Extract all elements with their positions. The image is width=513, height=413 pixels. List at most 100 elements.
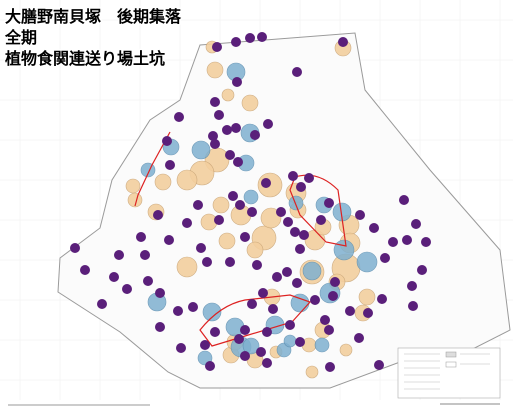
- tan-pit: [339, 343, 353, 357]
- purple-dots: [70, 32, 431, 372]
- tan-pit: [358, 288, 376, 306]
- tan-pit: [218, 232, 236, 250]
- purple-dot: [354, 333, 364, 343]
- purple-dot: [182, 218, 192, 228]
- purple-dot: [345, 306, 355, 316]
- purple-dot: [262, 327, 272, 337]
- purple-dot: [328, 291, 338, 301]
- purple-dot: [164, 235, 174, 245]
- tan-pit: [260, 207, 282, 229]
- blue-pit: [202, 302, 222, 322]
- purple-dot: [235, 200, 245, 210]
- purple-dot: [208, 131, 218, 141]
- purple-dot: [338, 37, 348, 47]
- tan-pit: [176, 169, 198, 191]
- purple-dot: [374, 360, 384, 370]
- blue-pit: [288, 195, 304, 211]
- purple-dot: [210, 139, 220, 149]
- purple-dot: [261, 178, 271, 188]
- purple-dot: [240, 351, 250, 361]
- purple-dot: [214, 110, 224, 120]
- purple-dot: [247, 207, 257, 217]
- purple-dot: [299, 230, 309, 240]
- purple-dot: [283, 217, 293, 227]
- purple-dot: [388, 237, 398, 247]
- purple-dot: [136, 232, 146, 242]
- legend-box: [397, 347, 501, 399]
- blue-pit: [356, 251, 378, 273]
- purple-dot: [258, 288, 268, 298]
- purple-dot: [232, 77, 242, 87]
- purple-dot: [262, 358, 272, 368]
- purple-dot: [285, 320, 295, 330]
- purple-dot: [80, 265, 90, 275]
- purple-dot: [165, 160, 175, 170]
- purple-dot: [324, 325, 334, 335]
- purple-dot: [421, 237, 431, 247]
- blue-pit: [314, 337, 330, 353]
- purple-dot: [231, 37, 241, 47]
- purple-dot: [109, 272, 119, 282]
- purple-dot: [143, 276, 153, 286]
- purple-dot: [155, 322, 165, 332]
- purple-dot: [140, 250, 150, 260]
- tan-pit: [206, 61, 224, 79]
- purple-dot: [256, 347, 266, 357]
- red-outline: [134, 131, 171, 207]
- purple-dot: [324, 198, 334, 208]
- purple-dot: [200, 340, 210, 350]
- legend: [397, 347, 501, 399]
- purple-dot: [228, 191, 238, 201]
- tan-pit: [212, 196, 230, 214]
- purple-dot: [288, 171, 298, 181]
- purple-dot: [97, 299, 107, 309]
- tan-pit: [154, 173, 172, 191]
- purple-dot: [225, 257, 235, 267]
- purple-dot: [231, 123, 241, 133]
- purple-dot: [272, 272, 282, 282]
- purple-dot: [196, 243, 206, 253]
- blue-pit: [283, 334, 297, 348]
- purple-dot: [408, 301, 418, 311]
- purple-dot: [176, 343, 186, 353]
- purple-dot: [320, 315, 330, 325]
- blue-pit: [333, 239, 355, 261]
- purple-dot: [325, 362, 335, 372]
- purple-dot: [402, 235, 412, 245]
- purple-dot: [212, 42, 222, 52]
- purple-dot: [70, 243, 80, 253]
- purple-dot: [363, 308, 373, 318]
- title-line: 全期: [4, 28, 37, 47]
- purple-dot: [210, 327, 220, 337]
- purple-dot: [240, 325, 250, 335]
- purple-dot: [174, 112, 184, 122]
- tan-pit: [176, 256, 198, 278]
- purple-dot: [355, 210, 365, 220]
- purple-dot: [247, 299, 257, 309]
- blue-pit: [302, 261, 322, 281]
- purple-dot: [173, 306, 183, 316]
- purple-dot: [268, 304, 278, 314]
- legend-swatch: [445, 351, 457, 358]
- purple-dot: [411, 219, 421, 229]
- purple-dot: [417, 265, 427, 275]
- purple-dot: [263, 119, 273, 129]
- purple-dot: [162, 136, 172, 146]
- purple-dot: [282, 267, 292, 277]
- red-outline: [289, 174, 347, 247]
- purple-dot: [399, 195, 409, 205]
- purple-dot: [292, 278, 302, 288]
- purple-dot: [155, 288, 165, 298]
- purple-dot: [202, 257, 212, 267]
- purple-dot: [222, 125, 232, 135]
- purple-dot: [304, 173, 314, 183]
- purple-dot: [252, 260, 262, 270]
- purple-dot: [234, 334, 244, 344]
- purple-dot: [407, 281, 417, 291]
- purple-dot: [214, 215, 224, 225]
- title-line: 大膳野南貝塚 後期集落: [5, 7, 182, 26]
- title-line: 植物食関連送り場土坑: [4, 49, 165, 68]
- purple-dot: [122, 284, 132, 294]
- tan-pit: [241, 94, 259, 112]
